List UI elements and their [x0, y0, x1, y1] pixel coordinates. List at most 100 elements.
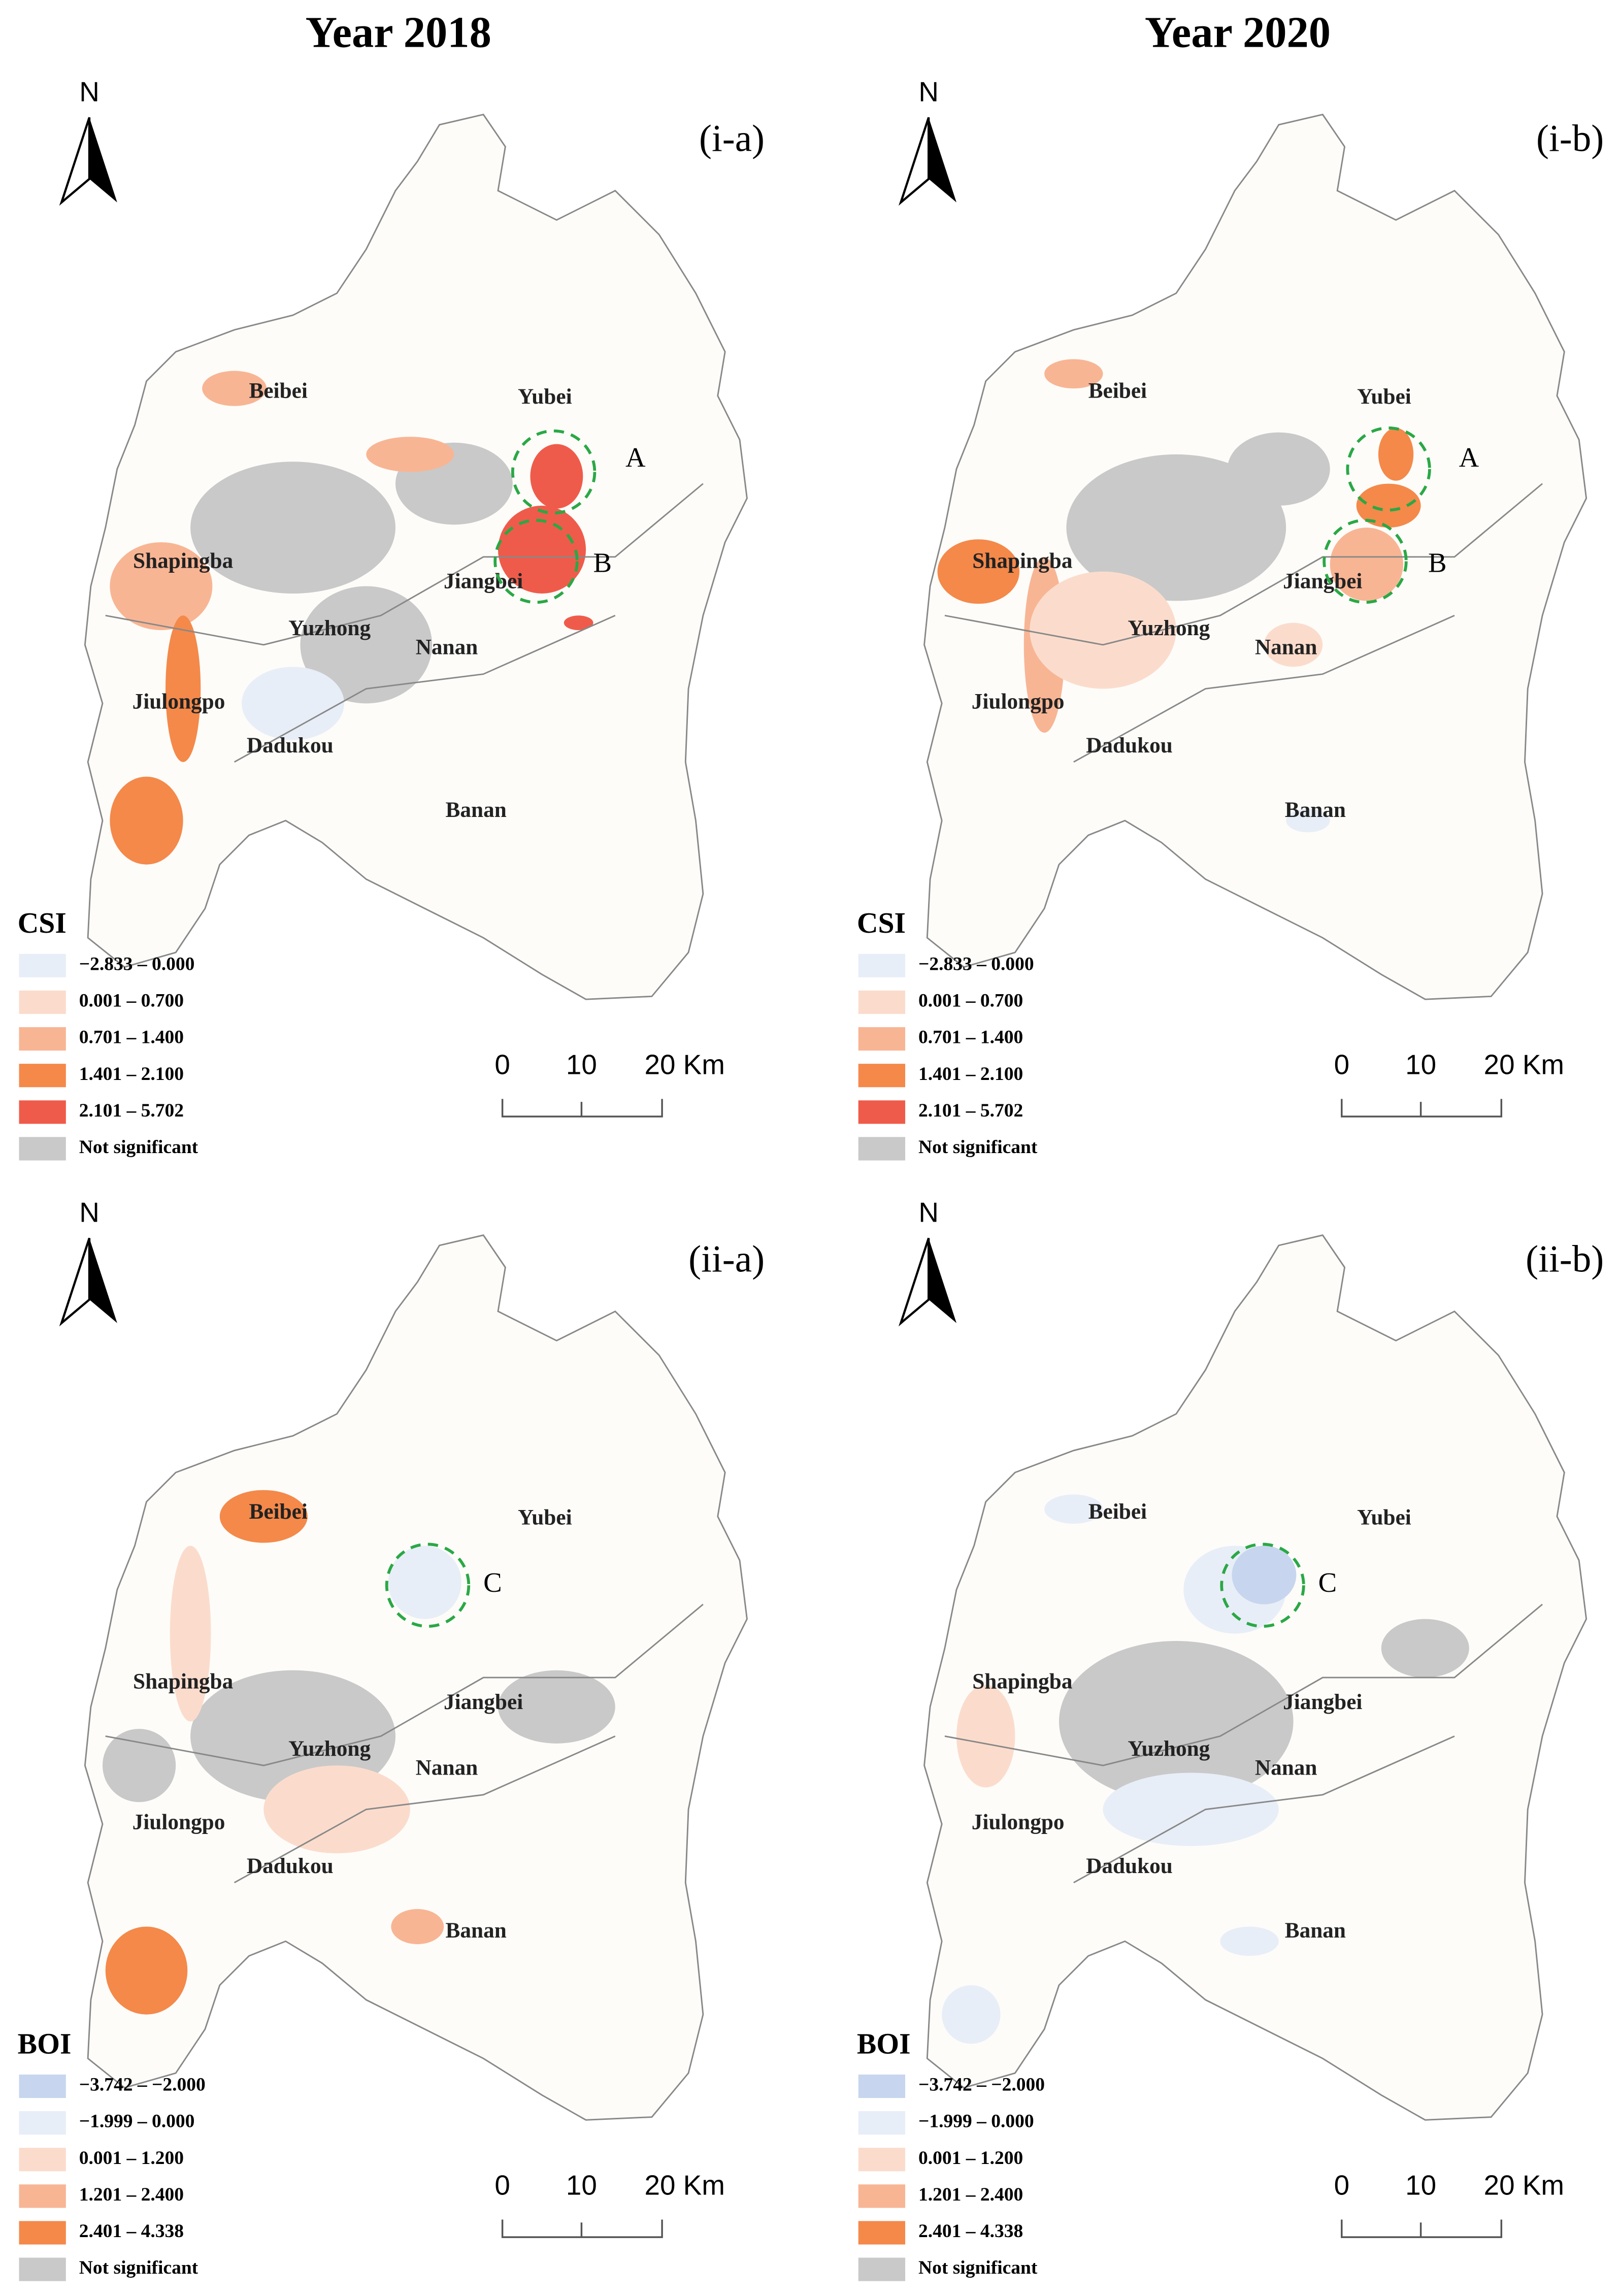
legend-swatch [19, 2148, 66, 2172]
north-arrow [59, 1237, 91, 1327]
district-label: Nanan [1255, 635, 1317, 660]
legend-swatch [858, 2184, 906, 2208]
legend-label: 1.401 – 2.100 [918, 1064, 1023, 1085]
north-arrow [59, 117, 91, 206]
map-panel: Beibei Yubei Shapingba Jiangbei Yuzhong Nanan… [857, 1197, 1604, 2281]
district-label: Banan [1285, 1918, 1346, 1943]
legend-label: 2.401 – 4.338 [918, 2221, 1023, 2242]
map-panel: Beibei Yubei Shapingba Jiangbei Yuzhong Nanan… [857, 76, 1604, 1161]
district-label: Yubei [518, 384, 572, 409]
legend-swatch [858, 2111, 906, 2135]
legend-label: −3.742 – −2.000 [918, 2075, 1045, 2095]
district-label: Dadukou [1086, 733, 1173, 758]
panel-label: (ii-b) [1526, 1238, 1604, 1281]
hotspot-layer [102, 1490, 615, 2015]
hotspot-area [530, 444, 583, 509]
legend-label: −3.742 – −2.000 [79, 2075, 206, 2095]
hotspot-area [564, 615, 593, 631]
hotspot-area [110, 776, 183, 865]
legend-label: 0.001 – 0.700 [79, 991, 184, 1011]
inner-boundary [105, 1603, 704, 1884]
legend-label: 0.701 – 1.400 [918, 1027, 1023, 1048]
hotspot-layer [937, 359, 1421, 833]
marker-circle [511, 429, 597, 515]
district-label: Nanan [416, 635, 478, 660]
district-label: Yuzhong [1128, 616, 1210, 640]
hotspot-area [202, 371, 267, 406]
hotspot-area [190, 462, 395, 594]
district-label: Banan [1285, 798, 1346, 822]
scale-bar [501, 1099, 663, 1118]
map-panel: Beibei Yubei Shapingba Jiangbei Yuzhong Nanan… [18, 1197, 765, 2281]
north-label: N [79, 76, 100, 108]
district-label: Yubei [1357, 1505, 1411, 1529]
inner-boundary [944, 483, 1543, 763]
marker-label: C [1318, 1567, 1337, 1598]
hotspot-area [1030, 571, 1176, 689]
scale-label: 10 [566, 1048, 597, 1080]
district-label: Dadukou [1086, 1854, 1173, 1878]
hotspot-area [170, 1546, 211, 1722]
hotspot-area [219, 1490, 308, 1543]
north-label: N [918, 1197, 939, 1228]
district-label: Yuzhong [288, 1736, 371, 1761]
hotspot-area [1044, 359, 1103, 389]
hotspot-area [1378, 428, 1414, 481]
scale-label: 20 Km [644, 1048, 724, 1080]
hotspot-area [1220, 1926, 1279, 1956]
scale-label: 20 Km [1484, 1048, 1564, 1080]
legend-swatch [858, 1100, 906, 1124]
north-arrow [89, 1238, 117, 1323]
legend-swatch [19, 1027, 66, 1051]
legend-swatch [19, 2221, 66, 2245]
scale-label: 0 [494, 1048, 510, 1080]
legend-label: 2.101 – 5.702 [918, 1100, 1023, 1121]
scale-bar [1341, 2219, 1503, 2238]
legend-swatch [19, 1100, 66, 1124]
legend-swatch [858, 954, 906, 977]
hotspot-area [388, 1546, 461, 1619]
marker-label: C [483, 1567, 502, 1598]
hotspot-area [1381, 1619, 1469, 1678]
legend-label: −2.833 – 0.000 [918, 954, 1034, 974]
district-label: Shapingba [972, 548, 1072, 573]
scale-label: 20 Km [644, 2170, 724, 2201]
hotspot-area [1264, 622, 1323, 667]
legend-label: −1.999 – 0.000 [79, 2111, 195, 2132]
hotspot-area [166, 615, 201, 762]
district-label: Yubei [1357, 384, 1411, 409]
scale-label: 0 [494, 2170, 510, 2201]
hotspot-area [1330, 528, 1403, 601]
scale-label: 0 [1334, 1048, 1349, 1080]
district-label: Beibei [249, 1499, 307, 1524]
north-label: N [918, 76, 939, 108]
district-label: Jiulongpo [133, 1810, 225, 1834]
legend-swatch [858, 2074, 906, 2098]
legend-swatch [19, 990, 66, 1014]
panel-label: (i-a) [699, 118, 765, 160]
hotspot-area [242, 667, 345, 740]
district-label: Yuzhong [1128, 1736, 1210, 1761]
district-label: Shapingba [972, 1669, 1072, 1693]
panel-label: (i-b) [1536, 118, 1604, 160]
hotspot-area [1356, 483, 1421, 528]
hotspot-area [300, 586, 433, 704]
legend-swatch [858, 1064, 906, 1088]
district-label: Shapingba [133, 548, 233, 573]
hotspot-area [1103, 1773, 1279, 1846]
scale-label: 20 Km [1484, 2170, 1564, 2201]
marker-circle [1346, 427, 1431, 512]
marker-label: B [593, 547, 612, 578]
north-arrow [929, 1238, 957, 1323]
legend-label: Not significant [918, 1137, 1038, 1158]
legend-label: 0.701 – 1.400 [79, 1027, 184, 1048]
legend-label: Not significant [79, 2257, 199, 2278]
marker-circle [385, 1543, 471, 1628]
hotspot-area [956, 1685, 1015, 1788]
scale-label: 10 [566, 2170, 597, 2201]
legend-label: 0.001 – 0.700 [918, 991, 1023, 1011]
legend-swatch [858, 990, 906, 1014]
hotspot-area [105, 1926, 188, 2015]
legend-swatch [858, 2148, 906, 2172]
legend-title: CSI [857, 907, 906, 939]
